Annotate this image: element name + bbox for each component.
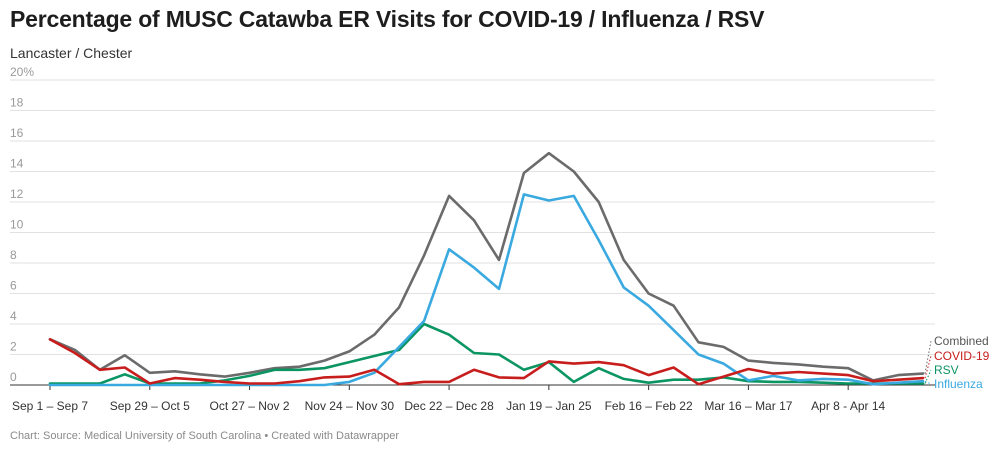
series-line-rsv [48,322,925,385]
x-tick-label: Nov 24 – Nov 30 [305,399,395,413]
x-tick-label: Apr 8 - Apr 14 [811,399,885,413]
y-tick-label: 0 [10,370,17,384]
y-tick-label: 4 [10,309,17,323]
y-tick-label: 14 [10,157,24,171]
label-leader [924,380,932,385]
x-tick-label: Dec 22 – Dec 28 [404,399,494,413]
x-tick-label: Sep 1 – Sep 7 [12,399,88,413]
series-label-covid-19: COVID-19 [934,349,990,363]
chart-subtitle: Lancaster / Chester [10,45,133,61]
series-label-rsv: RSV [934,363,959,377]
y-tick-label: 6 [10,279,17,293]
y-axis-ticks: 0 2 4 6 8 10 12 14 16 18 20% [10,65,34,384]
y-tick-label: 18 [10,96,24,110]
y-tick-label: 16 [10,126,24,140]
label-leader [924,369,932,384]
y-tick-label: 8 [10,248,17,262]
series-line-combined [48,151,925,382]
series-line-influenza [48,193,925,387]
y-tick-label: 2 [10,340,17,354]
label-leader [924,340,932,374]
y-tick-label: 20% [10,65,34,79]
gridlines [10,79,935,386]
x-tick-label: Oct 27 – Nov 2 [210,399,290,413]
series-label-combined: Combined [934,334,989,348]
series-line-covid-19 [48,337,925,386]
x-tick-label: Mar 16 – Mar 17 [704,399,792,413]
x-axis-ticks: Sep 1 – Sep 7 Sep 29 – Oct 5 Oct 27 – Nov … [12,385,886,413]
chart-footer: Chart: Source: Medical University of Sou… [10,430,400,442]
x-tick-label: Sep 29 – Oct 5 [110,399,190,413]
y-tick-label: 12 [10,187,24,201]
x-tick-label: Feb 16 – Feb 22 [605,399,693,413]
label-leader [924,355,932,379]
series-lines [48,151,925,387]
series-label-influenza: Influenza [934,377,983,391]
x-tick-label: Jan 19 – Jan 25 [506,399,592,413]
chart-title: Percentage of MUSC Catawba ER Visits for… [10,6,765,32]
y-tick-label: 10 [10,218,24,232]
